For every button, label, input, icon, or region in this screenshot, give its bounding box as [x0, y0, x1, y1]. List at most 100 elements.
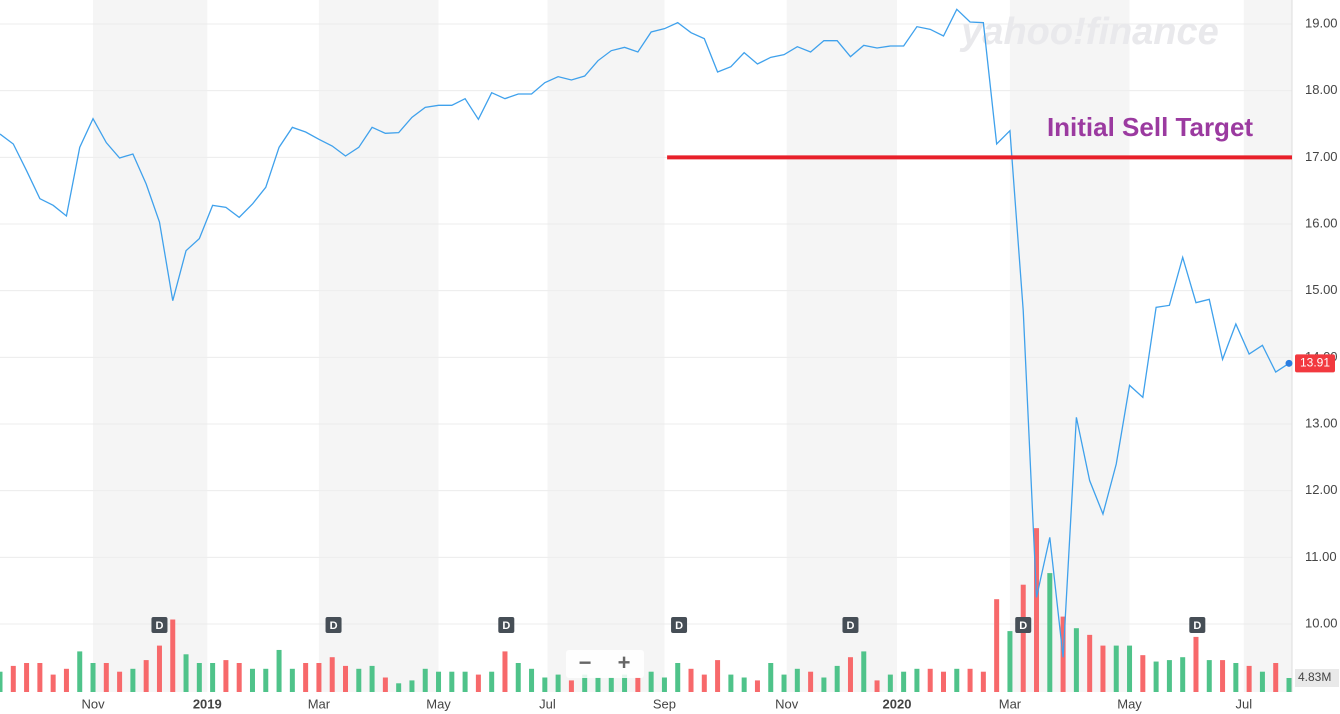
volume-bar — [954, 668, 960, 692]
volume-bar — [396, 683, 402, 692]
y-tick-label: 12.00 — [1305, 482, 1338, 497]
volume-bar — [183, 654, 189, 692]
dividend-box — [671, 617, 688, 633]
price-line — [0, 8, 1290, 658]
volume-bar — [489, 671, 495, 692]
volume-bar — [927, 668, 933, 692]
x-tick-label: Jul — [539, 696, 556, 711]
dividend-box — [1015, 617, 1032, 633]
volume-bar — [1180, 657, 1186, 692]
volume-bar — [1034, 528, 1040, 692]
volume-bar — [77, 651, 83, 692]
volume-bar — [50, 674, 56, 692]
dividend-label: D — [502, 620, 510, 632]
volume-bar — [303, 663, 309, 692]
volume-bar — [661, 677, 667, 692]
volume-bar — [156, 645, 162, 692]
volume-bar — [741, 677, 747, 692]
volume-bar — [914, 668, 920, 692]
dividend-label: D — [675, 620, 683, 632]
volume-label: 4.83M — [1298, 670, 1331, 684]
volume-bar — [369, 665, 375, 692]
volume-bar — [1286, 677, 1292, 692]
volume-bar — [1140, 655, 1146, 692]
volume-bar — [994, 599, 1000, 692]
volume-bar — [821, 677, 827, 692]
zoom-button[interactable]: − — [579, 650, 592, 675]
volume-bar — [37, 663, 43, 692]
volume-bar — [356, 668, 362, 692]
y-tick-label: 16.00 — [1305, 215, 1338, 230]
volume-bar — [63, 668, 69, 692]
dividend-label: D — [1019, 620, 1027, 632]
zoom-bg — [566, 650, 644, 678]
volume-bar — [1020, 584, 1026, 692]
volume-bar — [502, 651, 508, 692]
dividend-label: D — [330, 620, 338, 632]
volume-bar — [170, 619, 176, 692]
volume-bar — [1113, 645, 1119, 692]
volume-bar — [409, 680, 415, 692]
y-tick-label: 15.00 — [1305, 282, 1338, 297]
x-tick-label: Nov — [81, 696, 105, 711]
zoom-button[interactable]: + — [618, 650, 631, 675]
volume-bar — [568, 680, 574, 692]
volume-bar — [24, 663, 30, 692]
volume-bar — [608, 677, 614, 692]
volume-bar — [542, 677, 548, 692]
y-tick-label: 11.00 — [1305, 549, 1337, 564]
x-tick-label: Mar — [999, 696, 1022, 711]
volume-bar — [436, 671, 442, 692]
volume-bar — [768, 663, 774, 692]
x-tick-label: Nov — [775, 696, 799, 711]
volume-bar — [117, 671, 123, 692]
volume-bar — [940, 671, 946, 692]
dividend-box — [1189, 617, 1206, 633]
volume-bar — [1073, 628, 1079, 692]
volume-bar — [0, 671, 3, 692]
volume-bar — [103, 663, 109, 692]
last-price-label: 13.91 — [1300, 356, 1330, 370]
volume-bar — [781, 674, 787, 692]
y-tick-label: 19.00 — [1305, 15, 1338, 30]
volume-bar — [980, 671, 986, 692]
x-tick-label: 2019 — [193, 696, 222, 711]
volume-bar — [834, 665, 840, 692]
volume-bar — [1087, 634, 1093, 692]
x-tick-label: Mar — [308, 696, 331, 711]
volume-bar — [343, 665, 349, 692]
background — [0, 0, 1292, 692]
volume-bar — [1047, 573, 1053, 692]
volume-bar — [635, 677, 641, 692]
dividend-label: D — [155, 620, 163, 632]
volume-bar — [1007, 631, 1013, 692]
volume-bar — [595, 677, 601, 692]
volume-bar — [1193, 636, 1199, 692]
y-tick-label: 10.00 — [1305, 615, 1338, 630]
volume-bar — [754, 680, 760, 692]
volume-bar — [1233, 663, 1239, 692]
volume-bar — [1273, 663, 1279, 692]
volume-bar — [276, 649, 282, 692]
dividend-label: D — [846, 620, 854, 632]
volume-bar — [715, 660, 721, 692]
volume-bar — [263, 668, 269, 692]
month-band — [1009, 0, 1130, 692]
volume-bar — [316, 663, 322, 692]
volume-bar — [967, 668, 973, 692]
volume-bar — [555, 674, 561, 692]
volume-bar — [329, 657, 335, 692]
volume-bar — [1206, 660, 1212, 692]
volume-label-box — [1295, 668, 1339, 687]
x-tick-label: May — [1117, 696, 1142, 711]
y-tick-label: 18.00 — [1305, 82, 1338, 97]
month-band — [547, 0, 665, 692]
x-tick-label: Sep — [653, 696, 676, 711]
y-tick-label: 13.00 — [1305, 415, 1338, 430]
volume-bar — [1246, 665, 1252, 692]
volume-bar — [901, 671, 907, 692]
y-tick-label: 17.00 — [1305, 149, 1338, 164]
volume-bar — [475, 674, 481, 692]
volume-bar — [515, 663, 521, 692]
